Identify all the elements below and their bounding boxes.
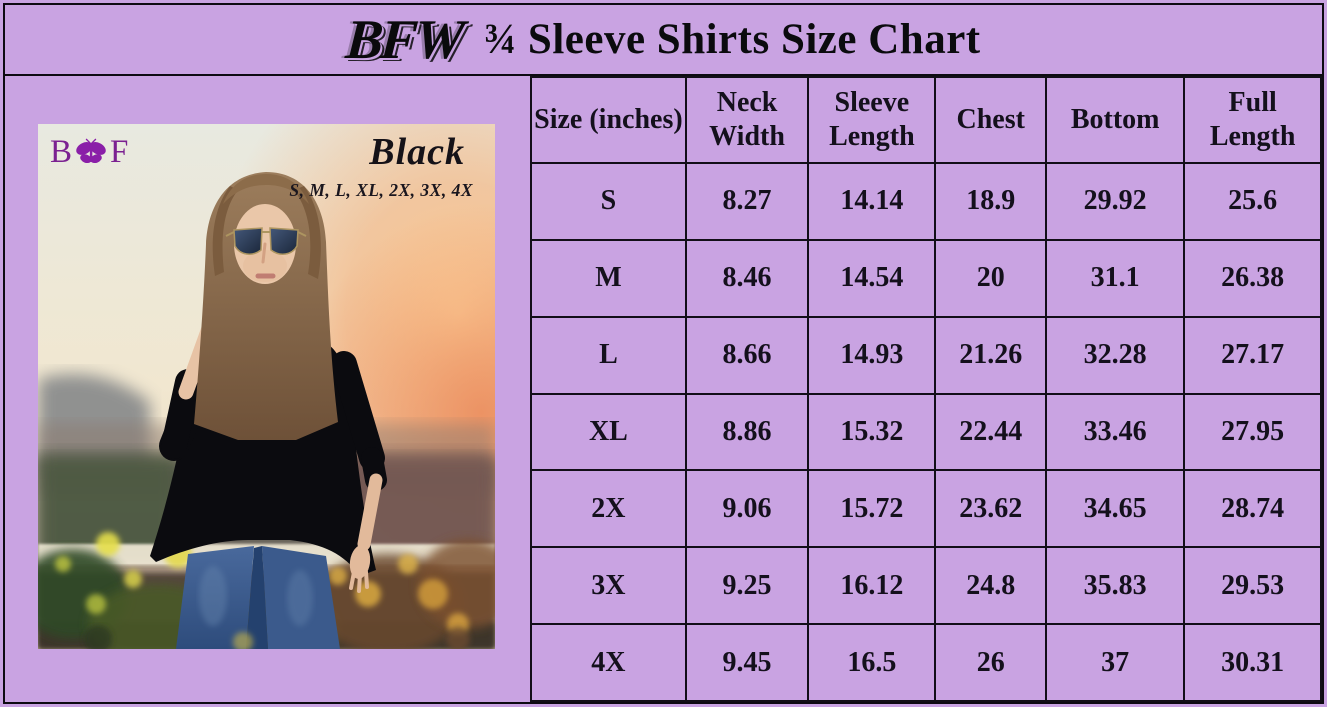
available-sizes-label: S, M, L, XL, 2X, 3X, 4X [289,180,473,200]
size-chart-table: Size (inches) Neck Width Sleeve Length C… [530,76,1322,702]
size-cell: 4X [530,623,687,702]
logo-letter-b: B [50,134,73,170]
measurement-cell: 35.83 [1045,546,1186,626]
column-header-sleeve-length: Sleeve Length [807,76,937,164]
table-row: S 8.27 14.14 18.9 29.92 25.6 [530,162,1322,241]
measurement-cell: 24.8 [934,546,1048,626]
table-row: XL 8.86 15.32 22.44 33.46 27.95 [530,392,1322,472]
table-row: M 8.46 14.54 20 31.1 26.38 [530,238,1322,318]
measurement-cell: 9.45 [684,623,810,702]
measurement-cell: 16.5 [807,623,937,702]
size-cell: 3X [530,546,687,626]
measurement-cell: 26.38 [1183,238,1322,318]
product-color-name: Black [369,131,465,173]
measurement-cell: 14.54 [807,238,937,318]
measurement-cell: 9.25 [684,546,810,626]
measurement-cell: 31.1 [1045,238,1186,318]
column-header-bottom: Bottom [1045,76,1186,164]
size-cell: 2X [530,469,687,549]
measurement-cell: 18.9 [934,162,1048,241]
measurement-cell: 26 [934,623,1048,702]
size-cell: L [530,315,687,395]
size-cell: XL [530,392,687,472]
page-frame: BFW ¾ Sleeve Shirts Size Chart [3,3,1324,704]
measurement-cell: 8.66 [684,315,810,395]
measurement-cell: 23.62 [934,469,1048,549]
column-header-size: Size (inches) [530,76,687,164]
butterfly-icon [76,138,106,163]
measurement-cell: 20 [934,238,1048,318]
measurement-cell: 27.17 [1183,315,1322,395]
measurement-cell: 27.95 [1183,392,1322,472]
measurement-cell: 34.65 [1045,469,1186,549]
measurement-cell: 37 [1045,623,1186,702]
page-title: ¾ Sleeve Shirts Size Chart [483,16,981,63]
size-cell: M [530,238,687,318]
size-chart-body: S 8.27 14.14 18.9 29.92 25.6 M 8.46 14.54 20 31.1 2… [530,162,1322,702]
title-bar: BFW ¾ Sleeve Shirts Size Chart [5,5,1322,76]
brand-logo-text: BFW [344,8,465,71]
measurement-cell: 8.46 [684,238,810,318]
brand-logo: B F [50,136,128,169]
size-chart-panel: Size (inches) Neck Width Sleeve Length C… [530,76,1322,702]
table-row: L 8.66 14.93 21.26 32.28 27.17 [530,315,1322,395]
table-header-row: Size (inches) Neck Width Sleeve Length C… [530,76,1322,164]
measurement-cell: 16.12 [807,546,937,626]
measurement-cell: 33.46 [1045,392,1186,472]
measurement-cell: 28.74 [1183,469,1322,549]
measurement-cell: 32.28 [1045,315,1186,395]
table-row: 3X 9.25 16.12 24.8 35.83 29.53 [530,546,1322,626]
column-header-neck-width: Neck Width [684,76,810,164]
measurement-cell: 9.06 [684,469,810,549]
measurement-cell: 29.92 [1045,162,1186,241]
table-row: 2X 9.06 15.72 23.62 34.65 28.74 [530,469,1322,549]
measurement-cell: 21.26 [934,315,1048,395]
table-row: 4X 9.45 16.5 26 37 30.31 [530,623,1322,702]
measurement-cell: 15.32 [807,392,937,472]
column-header-full-length: Full Length [1183,76,1322,164]
size-cell: S [530,162,687,241]
measurement-cell: 15.72 [807,469,937,549]
product-photo-art [38,124,495,649]
measurement-cell: 8.86 [684,392,810,472]
logo-letter-f: F [110,134,129,170]
product-photo: B F Black S, M, L, XL, 2X, 3X, 4X [38,124,495,649]
content-area: B F Black S, M, L, XL, 2X, 3X, 4X [5,76,1322,702]
measurement-cell: 8.27 [684,162,810,241]
measurement-cell: 25.6 [1183,162,1322,241]
measurement-cell: 14.14 [807,162,937,241]
measurement-cell: 30.31 [1183,623,1322,702]
column-header-chest: Chest [934,76,1048,164]
measurement-cell: 22.44 [934,392,1048,472]
measurement-cell: 14.93 [807,315,937,395]
measurement-cell: 29.53 [1183,546,1322,626]
